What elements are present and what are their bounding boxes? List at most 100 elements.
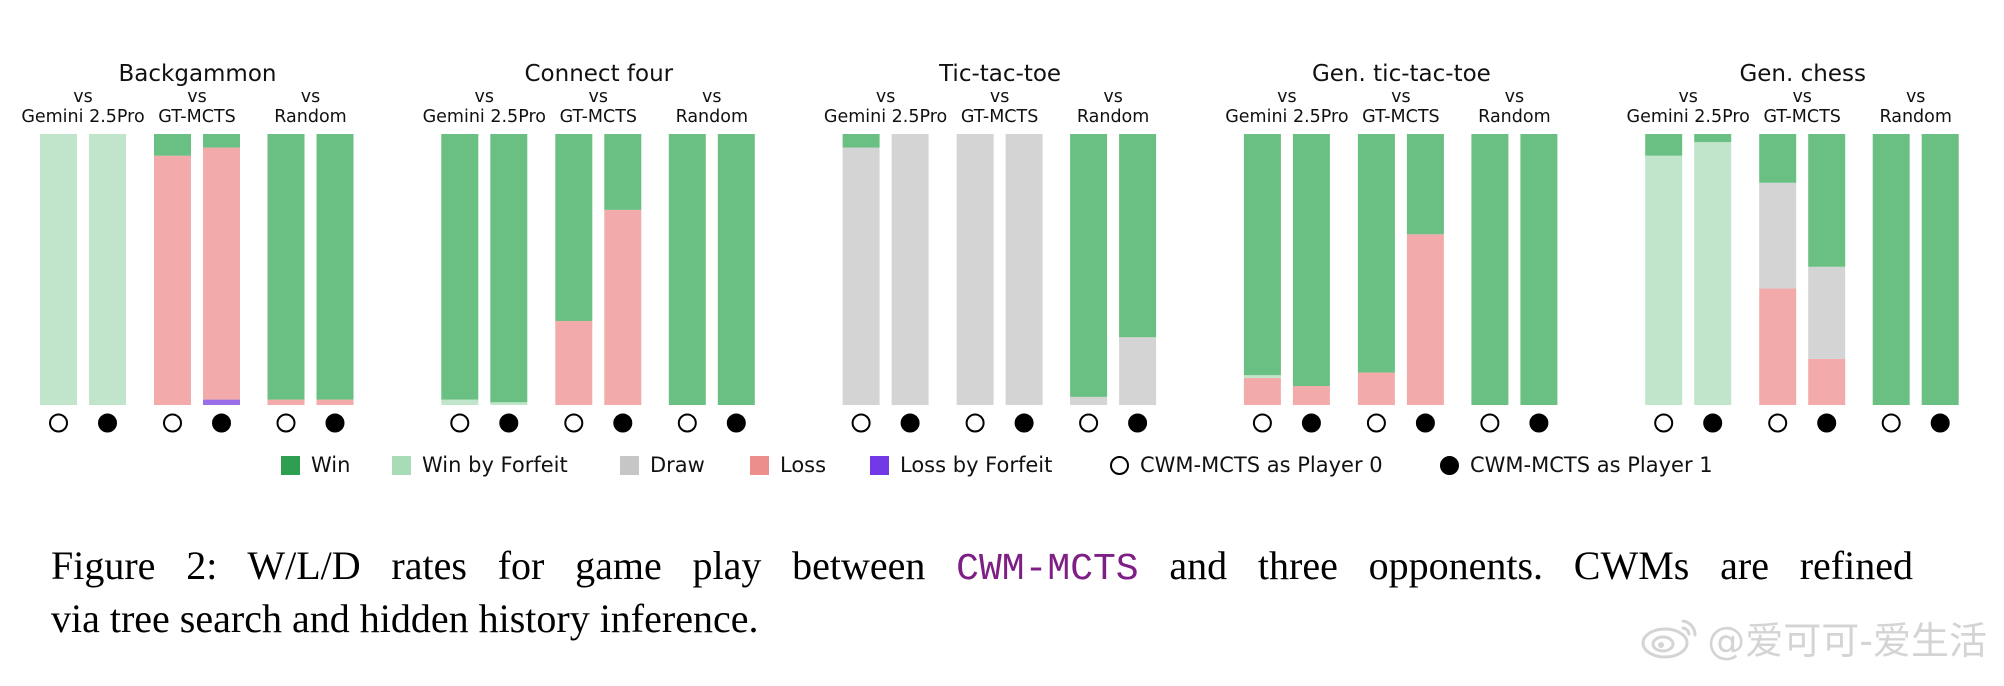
panel-title-backgammon: Backgammon (119, 61, 277, 87)
legend-item-player-1: CWM-MCTS as Player 1 (1440, 450, 1713, 480)
bar-gen-chess-vs-gt-mcts-player-1-loss (1808, 358, 1846, 405)
open-circle-icon (965, 413, 985, 433)
bar-gen-tic-tac-toe-vs-gemini-2-5pro-player-1-loss (1292, 386, 1330, 405)
bar-tic-tac-toe-vs-gt-mcts-player-1-draw (1005, 134, 1043, 405)
bar-gen-chess-vs-gemini-2-5pro-player-1-win (1694, 134, 1732, 143)
bar-tic-tac-toe-vs-gemini-2-5pro-player-1-draw (891, 134, 929, 405)
open-circle-icon (1252, 413, 1272, 433)
filled-circle-icon (325, 413, 345, 433)
legend-label-draw: Draw (650, 453, 705, 477)
bar-gen-tic-tac-toe-vs-gt-mcts-player-1-win (1406, 134, 1444, 235)
legend-swatch-loss-by-forfeit (870, 455, 889, 475)
caption-method-name: CWM-MCTS (956, 548, 1139, 591)
bar-gen-chess-vs-gemini-2-5pro-player-0-win-by-forfeit (1645, 155, 1683, 405)
bar-gen-chess-vs-gt-mcts-player-1-draw (1808, 266, 1846, 359)
bar-gen-tic-tac-toe-vs-random-player-1-win (1520, 134, 1558, 405)
open-circle-icon (1654, 413, 1674, 433)
group-label-opponent-random: Random (274, 107, 346, 127)
group-label-opponent-gemini-2-5pro: Gemini 2.5Pro (1225, 107, 1348, 127)
open-circle-icon (564, 413, 584, 433)
bar-backgammon-vs-gemini-2-5pro-player-0-win-by-forfeit (40, 134, 77, 405)
bar-backgammon-vs-gt-mcts-player-1-loss-by-forfeit (203, 399, 240, 405)
group-label-opponent-gt-mcts: GT-MCTS (961, 107, 1038, 127)
caption-middle: and three opponents. CWMs are refined (1138, 543, 1913, 588)
group-label-vs: vs (990, 87, 1009, 107)
filled-circle-icon (1301, 413, 1321, 433)
bar-connect-four-vs-random-player-0-win (668, 134, 706, 405)
group-label-opponent-random: Random (1478, 107, 1550, 127)
open-circle-icon (1768, 413, 1788, 433)
bar-gen-tic-tac-toe-vs-gemini-2-5pro-player-0-win (1243, 134, 1281, 376)
group-label-vs: vs (1277, 87, 1296, 107)
bar-tic-tac-toe-vs-gemini-2-5pro-player-0-win (842, 134, 880, 148)
watermark: @爱可可-爱生活 (1639, 612, 1987, 663)
figure-caption-line-1: Figure 2: W/L/D rates for game play betw… (51, 542, 1913, 594)
group-label-vs: vs (589, 87, 608, 107)
legend-item-win: Win (281, 450, 350, 480)
bar-connect-four-vs-gt-mcts-player-0-win (555, 134, 593, 321)
caption-prefix: Figure 2: W/L/D rates for game play betw… (51, 543, 957, 588)
open-circle-icon (1366, 413, 1386, 433)
open-circle-icon (1079, 413, 1099, 433)
bar-connect-four-vs-gt-mcts-player-1-win (604, 134, 642, 210)
bar-backgammon-vs-gt-mcts-player-1-loss (203, 147, 240, 400)
open-circle-icon (49, 413, 68, 433)
bar-backgammon-vs-gt-mcts-player-1-win (203, 134, 240, 148)
group-label-vs: vs (475, 87, 494, 107)
bar-backgammon-vs-gt-mcts-player-0-loss (154, 155, 191, 405)
group-label-opponent-gt-mcts: GT-MCTS (1763, 107, 1840, 127)
filled-circle-icon (1440, 455, 1459, 475)
legend-swatch-loss (750, 455, 769, 475)
filled-circle-icon (98, 413, 117, 433)
legend-label-win: Win (311, 453, 351, 477)
group-label-vs: vs (702, 87, 721, 107)
bar-tic-tac-toe-vs-random-player-0-win (1070, 134, 1108, 397)
bar-connect-four-vs-gemini-2-5pro-player-0-win (441, 134, 479, 400)
legend-item-loss-by-forfeit: Loss by Forfeit (870, 450, 1052, 480)
group-label-vs: vs (1391, 87, 1410, 107)
legend-label-loss-by-forfeit: Loss by Forfeit (900, 453, 1053, 477)
bar-connect-four-vs-gt-mcts-player-0-loss (555, 320, 593, 405)
open-circle-icon (1110, 455, 1129, 475)
bar-connect-four-vs-gemini-2-5pro-player-1-win-by-forfeit (490, 402, 528, 405)
group-label-vs: vs (187, 87, 206, 107)
bar-gen-tic-tac-toe-vs-random-player-0-win (1471, 134, 1509, 405)
filled-circle-icon (1128, 413, 1148, 433)
bar-tic-tac-toe-vs-gt-mcts-player-0-draw (956, 134, 994, 405)
group-label-opponent-gemini-2-5pro: Gemini 2.5Pro (824, 107, 947, 127)
bar-backgammon-vs-gt-mcts-player-0-win (154, 134, 191, 156)
bar-connect-four-vs-gemini-2-5pro-player-1-win (490, 134, 528, 403)
bar-tic-tac-toe-vs-gemini-2-5pro-player-0-draw (842, 147, 880, 406)
figure-caption-line-2: via tree search and hidden history infer… (51, 595, 1913, 643)
panel-title-tic-tac-toe: Tic-tac-toe (938, 61, 1061, 87)
filled-circle-icon (900, 413, 920, 433)
watermark-text: @爱可可-爱生活 (1707, 618, 1987, 663)
bar-backgammon-vs-random-player-1-win (316, 134, 354, 400)
bar-tic-tac-toe-vs-random-player-0-draw (1070, 396, 1108, 405)
bar-gen-tic-tac-toe-vs-gt-mcts-player-0-loss (1357, 372, 1395, 405)
bar-backgammon-vs-random-player-0-win (267, 134, 305, 400)
legend-swatch-draw (620, 455, 639, 475)
bar-gen-chess-vs-gt-mcts-player-1-win (1808, 134, 1846, 267)
group-label-opponent-gt-mcts: GT-MCTS (158, 107, 235, 127)
open-circle-icon (1480, 413, 1500, 433)
group-label-vs: vs (1103, 87, 1122, 107)
bar-gen-tic-tac-toe-vs-gt-mcts-player-1-loss (1406, 234, 1444, 405)
filled-circle-icon (1703, 413, 1723, 433)
bar-gen-tic-tac-toe-vs-gemini-2-5pro-player-0-win-by-forfeit (1243, 375, 1281, 378)
filled-circle-icon (1415, 413, 1435, 433)
bar-backgammon-vs-random-player-1-loss (316, 399, 354, 405)
